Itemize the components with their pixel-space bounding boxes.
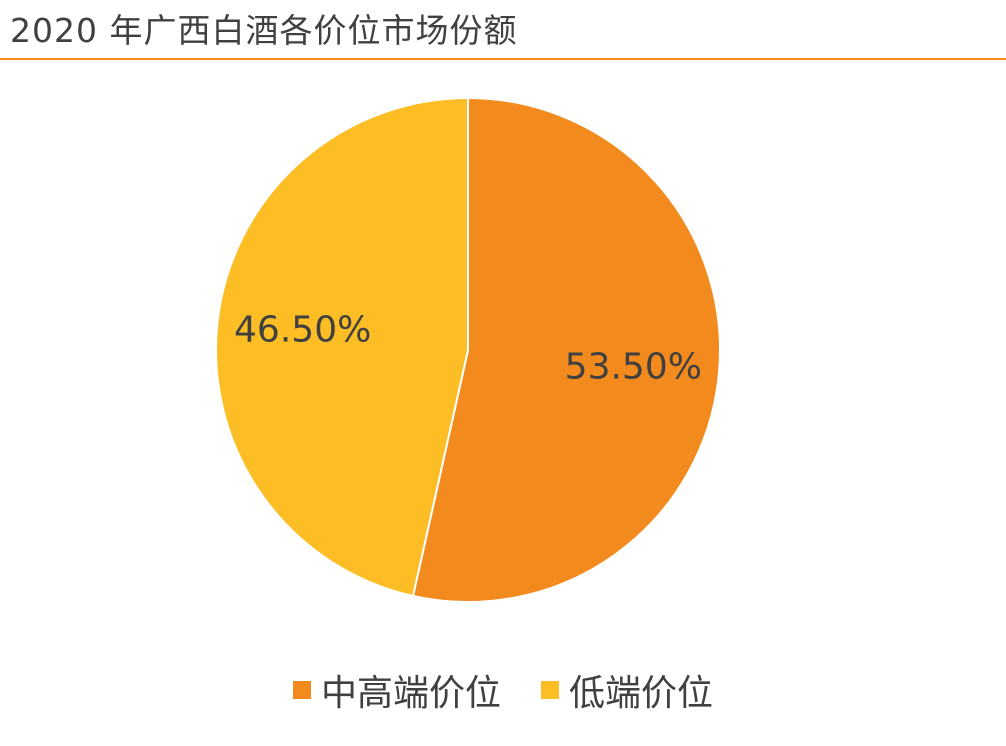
pie-svg: 53.50% 46.50% — [215, 96, 721, 603]
legend-swatch-mid-high — [292, 681, 311, 699]
pie-slice-mid-high — [411, 96, 721, 603]
pie-slice-low — [215, 96, 469, 598]
legend-label-low: 低端价位 — [569, 673, 714, 714]
legend-item-mid-high: 中高端价位 — [292, 664, 501, 716]
data-label-low: 46.50% — [234, 310, 371, 351]
title-divider — [0, 58, 1006, 60]
pie-chart: 53.50% 46.50% — [0, 60, 1006, 660]
legend-label-mid-high: 中高端价位 — [320, 673, 501, 714]
legend-swatch-low — [541, 681, 559, 699]
chart-legend: 中高端价位 低端价位 — [0, 662, 1006, 718]
chart-title: 2020 年广西白酒各价位市场份额 — [10, 11, 518, 50]
legend-item-low: 低端价位 — [541, 664, 713, 716]
data-label-mid-high: 53.50% — [565, 346, 702, 387]
